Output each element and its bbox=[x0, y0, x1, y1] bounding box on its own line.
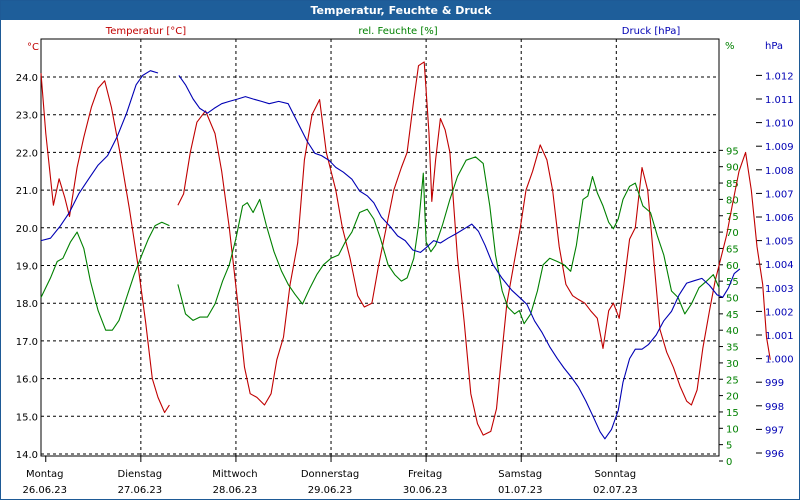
temp-tick-label: 16.0 bbox=[16, 375, 38, 386]
humidity-tick-label: 0 bbox=[726, 457, 732, 468]
pressure-tick-label: 1.005 bbox=[765, 237, 794, 248]
humidity-tick-label: 80 bbox=[726, 195, 739, 206]
temperature-line bbox=[40, 61, 771, 436]
pressure-tick-label: 1.000 bbox=[765, 355, 794, 366]
pressure-tick-label: 1.006 bbox=[765, 213, 794, 224]
humidity-tick-label: 60 bbox=[726, 261, 739, 272]
pressure-tick-label: 1.011 bbox=[765, 95, 794, 106]
date-label: 27.06.23 bbox=[118, 485, 163, 496]
humidity-tick-label: 30 bbox=[726, 359, 739, 370]
humidity-tick-label: 5 bbox=[726, 441, 732, 452]
day-label: Montag bbox=[26, 469, 63, 480]
humidity-tick-label: 20 bbox=[726, 392, 739, 403]
day-label: Dienstag bbox=[118, 469, 163, 480]
pressure-tick-label: 1.004 bbox=[765, 260, 794, 271]
temp-tick-label: 19.0 bbox=[16, 262, 38, 273]
pressure-tick-label: 1.008 bbox=[765, 166, 794, 177]
pressure-tick-label: 999 bbox=[765, 378, 784, 389]
humidity-tick-label: 25 bbox=[726, 375, 739, 386]
day-label: Sonntag bbox=[595, 469, 637, 480]
temp-tick-label: 23.0 bbox=[16, 111, 38, 122]
temp-tick-label: 24.0 bbox=[16, 73, 38, 84]
date-label: 02.07.23 bbox=[593, 485, 638, 496]
pressure-tick-label: 1.007 bbox=[765, 189, 794, 200]
plot-area bbox=[40, 38, 720, 457]
temp-tick-label: 21.0 bbox=[16, 186, 38, 197]
day-label: Mittwoch bbox=[212, 469, 257, 480]
pressure-tick-label: 998 bbox=[765, 402, 784, 413]
humidity-tick-label: 15 bbox=[726, 408, 739, 419]
humidity-tick-label: 75 bbox=[726, 212, 739, 223]
pressure-axis-title: Druck [hPa] bbox=[622, 26, 681, 37]
pressure-tick-label: 1.012 bbox=[765, 71, 794, 82]
pressure-tick-label: 1.009 bbox=[765, 142, 794, 153]
pressure-tick-label: 1.003 bbox=[765, 284, 794, 295]
humidity-tick-label: 45 bbox=[726, 310, 739, 321]
pressure-line bbox=[40, 70, 741, 440]
humidity-tick-label: 10 bbox=[726, 424, 739, 435]
day-label: Samstag bbox=[498, 469, 542, 480]
humidity-tick-label: 65 bbox=[726, 244, 739, 255]
temp-tick-label: 14.0 bbox=[16, 450, 38, 461]
temp-tick-label: 18.0 bbox=[16, 299, 38, 310]
date-label: 29.06.23 bbox=[308, 485, 353, 496]
pressure-tick-label: 1.010 bbox=[765, 119, 794, 130]
temp-tick-label: 17.0 bbox=[16, 337, 38, 348]
day-label: Donnerstag bbox=[301, 469, 359, 480]
chart-title: Temperatur, Feuchte & Druck bbox=[1, 1, 800, 20]
pressure-tick-label: 996 bbox=[765, 449, 784, 460]
humidity-tick-label: 50 bbox=[726, 294, 739, 305]
humidity-tick-label: 40 bbox=[726, 326, 739, 337]
temp-tick-label: 20.0 bbox=[16, 224, 38, 235]
date-label: 28.06.23 bbox=[213, 485, 258, 496]
date-label: 30.06.23 bbox=[403, 485, 448, 496]
humidity-tick-label: 70 bbox=[726, 228, 739, 239]
date-label: 26.06.23 bbox=[22, 485, 67, 496]
day-label: Freitag bbox=[408, 469, 442, 480]
date-label: 01.07.23 bbox=[498, 485, 543, 496]
humidity-unit-label: % bbox=[725, 41, 735, 52]
temp-tick-label: 22.0 bbox=[16, 148, 38, 159]
humidity-tick-label: 90 bbox=[726, 163, 739, 174]
temp-unit-label: °C bbox=[27, 42, 39, 53]
pressure-tick-label: 1.002 bbox=[765, 307, 794, 318]
humidity-axis-title: rel. Feuchte [%] bbox=[358, 26, 437, 37]
humidity-tick-label: 85 bbox=[726, 179, 739, 190]
humidity-line bbox=[40, 156, 720, 331]
humidity-tick-label: 55 bbox=[726, 277, 739, 288]
pressure-tick-label: 997 bbox=[765, 425, 784, 436]
temp-tick-label: 15.0 bbox=[16, 412, 38, 423]
temp-axis-title: Temperatur [°C] bbox=[105, 26, 186, 37]
humidity-tick-label: 35 bbox=[726, 343, 739, 354]
pressure-unit-label: hPa bbox=[765, 41, 783, 52]
humidity-tick-label: 95 bbox=[726, 146, 739, 157]
pressure-tick-label: 1.001 bbox=[765, 331, 794, 342]
